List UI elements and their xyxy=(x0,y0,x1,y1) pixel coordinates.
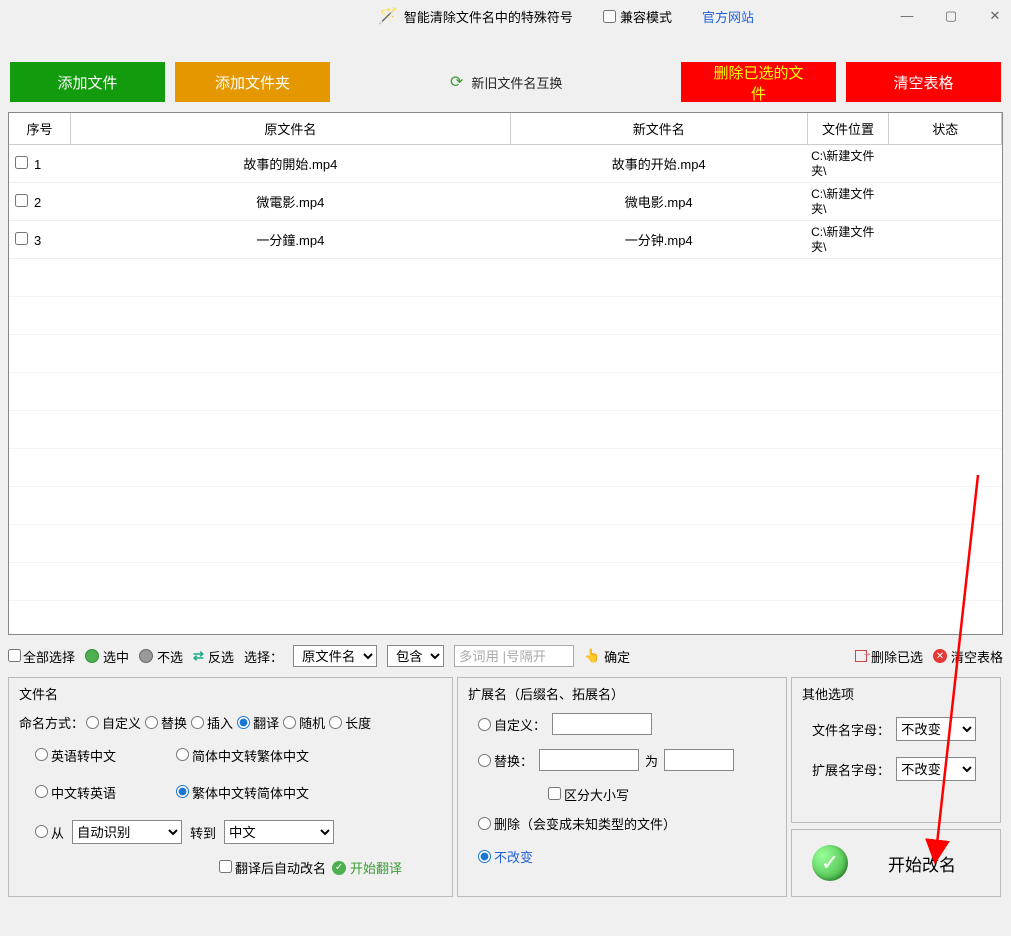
file-table: 序号 原文件名 新文件名 文件位置 状态 1 故事的開始.mp4 故事的开始.m… xyxy=(9,113,1002,601)
ext-delete[interactable]: 删除（会变成未知类型的文件） xyxy=(478,814,676,833)
cell-new: 故事的开始.mp4 xyxy=(510,145,807,183)
filter-confirm-button[interactable]: 👆确定 xyxy=(584,647,630,666)
maximize-icon[interactable]: ▢ xyxy=(943,8,959,24)
cell-loc: C:\新建文件夹\ xyxy=(807,221,889,259)
cell-orig: 故事的開始.mp4 xyxy=(70,145,510,183)
filename-letter-select[interactable]: 不改变 xyxy=(896,717,976,741)
tr-tc2sc[interactable]: 繁体中文转简体中文 xyxy=(176,783,309,802)
uncheck-button[interactable]: 不选 xyxy=(139,647,183,666)
swap-label: 新旧文件名互换 xyxy=(471,73,562,92)
filter-clear-button[interactable]: ✕清空表格 xyxy=(933,647,1003,666)
mode-insert[interactable]: 插入 xyxy=(191,713,233,732)
panels: 文件名 命名方式： 自定义 替换 插入 翻译 随机 长度 英语转中文 简体中文转… xyxy=(8,677,1003,897)
cell-status xyxy=(889,183,1002,221)
col-status[interactable]: 状态 xyxy=(889,113,1002,145)
start-rename-button[interactable]: ✓ 开始改名 xyxy=(791,829,1001,897)
ext-replace[interactable]: 替换： xyxy=(478,751,533,770)
swap-names-button[interactable]: ⟳ 新旧文件名互换 xyxy=(450,72,562,92)
extension-panel-title: 扩展名（后缀名、拓展名） xyxy=(468,684,776,703)
filter-delete-button[interactable]: 删除已选 xyxy=(855,647,923,666)
cell-new: 微电影.mp4 xyxy=(510,183,807,221)
official-link[interactable]: 官方网站 xyxy=(702,7,754,26)
tr-sc2tc[interactable]: 简体中文转繁体中文 xyxy=(176,746,309,765)
select-all-checkbox[interactable]: 全部选择 xyxy=(8,647,75,666)
col-loc[interactable]: 文件位置 xyxy=(807,113,889,145)
cell-orig: 一分鐘.mp4 xyxy=(70,221,510,259)
filter-input[interactable] xyxy=(454,645,574,667)
mode-label: 命名方式： xyxy=(19,713,84,732)
naming-mode-row: 命名方式： 自定义 替换 插入 翻译 随机 长度 xyxy=(19,713,442,732)
main-toolbar: 添加文件 添加文件夹 ⟳ 新旧文件名互换 删除已选的文件 清空表格 xyxy=(0,32,1011,112)
tr-from[interactable]: 从 xyxy=(35,823,64,842)
mode-translate[interactable]: 翻译 xyxy=(237,713,279,732)
to-label: 转到 xyxy=(190,823,216,842)
filter-bar: 全部选择 选中 不选 ⇄反选 选择： 原文件名 包含 👆确定 删除已选 ✕清空表… xyxy=(8,641,1003,671)
col-orig[interactable]: 原文件名 xyxy=(70,113,510,145)
to-lang-select[interactable]: 中文 xyxy=(224,820,334,844)
start-translate-button[interactable]: ✓开始翻译 xyxy=(332,858,402,877)
ext-custom-input[interactable] xyxy=(552,713,652,735)
close-icon[interactable]: ✕ xyxy=(987,8,1003,24)
check-selected-button[interactable]: 选中 xyxy=(85,647,129,666)
row-checkbox[interactable] xyxy=(15,232,28,245)
invert-button[interactable]: ⇄反选 xyxy=(193,647,234,666)
filename-letter-label: 文件名字母： xyxy=(812,720,890,739)
filter-op-select[interactable]: 包含 xyxy=(387,645,444,667)
start-rename-icon: ✓ xyxy=(812,845,848,881)
delete-selected-button[interactable]: 删除已选的文件 xyxy=(681,62,836,102)
add-file-button[interactable]: 添加文件 xyxy=(10,62,165,102)
mode-length[interactable]: 长度 xyxy=(329,713,371,732)
ext-letter-label: 扩展名字母： xyxy=(812,760,890,779)
cell-status xyxy=(889,221,1002,259)
cell-loc: C:\新建文件夹\ xyxy=(807,183,889,221)
row-checkbox[interactable] xyxy=(15,194,28,207)
wand-icon: 🪄 xyxy=(378,6,398,26)
ext-to-label: 为 xyxy=(645,751,658,770)
table-row[interactable]: 1 故事的開始.mp4 故事的开始.mp4 C:\新建文件夹\ xyxy=(9,145,1002,183)
filename-panel: 文件名 命名方式： 自定义 替换 插入 翻译 随机 长度 英语转中文 简体中文转… xyxy=(8,677,453,897)
ext-letter-select[interactable]: 不改变 xyxy=(896,757,976,781)
cell-status xyxy=(889,145,1002,183)
row-checkbox[interactable] xyxy=(15,156,28,169)
filename-panel-title: 文件名 xyxy=(19,684,442,703)
cell-new: 一分钟.mp4 xyxy=(510,221,807,259)
select-label: 选择： xyxy=(244,647,283,666)
ext-replace-to-input[interactable] xyxy=(664,749,734,771)
ext-custom[interactable]: 自定义： xyxy=(478,715,546,734)
minimize-icon[interactable]: — xyxy=(899,8,915,24)
tr-en2cn[interactable]: 英语转中文 xyxy=(35,746,116,765)
mode-custom[interactable]: 自定义 xyxy=(86,713,141,732)
col-seq[interactable]: 序号 xyxy=(9,113,70,145)
add-folder-button[interactable]: 添加文件夹 xyxy=(175,62,330,102)
other-panel-title: 其他选项 xyxy=(802,684,990,703)
app-title: 智能清除文件名中的特殊符号 xyxy=(404,7,573,26)
col-new[interactable]: 新文件名 xyxy=(510,113,807,145)
titlebar: 🪄 智能清除文件名中的特殊符号 兼容模式 官方网站 — ▢ ✕ xyxy=(0,0,1011,32)
mode-random[interactable]: 随机 xyxy=(283,713,325,732)
compat-checkbox[interactable] xyxy=(603,10,616,23)
mode-replace[interactable]: 替换 xyxy=(145,713,187,732)
file-table-wrap: 序号 原文件名 新文件名 文件位置 状态 1 故事的開始.mp4 故事的开始.m… xyxy=(8,112,1003,635)
filter-field-select[interactable]: 原文件名 xyxy=(293,645,377,667)
start-rename-label: 开始改名 xyxy=(888,851,956,876)
extension-panel: 扩展名（后缀名、拓展名） 自定义： 替换： 为 区分大小写 删除（会变成未知类型… xyxy=(457,677,787,897)
auto-rename-checkbox[interactable]: 翻译后自动改名 xyxy=(219,858,326,877)
cell-orig: 微電影.mp4 xyxy=(70,183,510,221)
table-row[interactable]: 3 一分鐘.mp4 一分钟.mp4 C:\新建文件夹\ xyxy=(9,221,1002,259)
table-row[interactable]: 2 微電影.mp4 微电影.mp4 C:\新建文件夹\ xyxy=(9,183,1002,221)
clear-table-button[interactable]: 清空表格 xyxy=(846,62,1001,102)
ext-case-checkbox[interactable]: 区分大小写 xyxy=(548,788,629,803)
compat-label: 兼容模式 xyxy=(620,7,672,26)
tr-cn2en[interactable]: 中文转英语 xyxy=(35,783,116,802)
ext-nochange[interactable]: 不改变 xyxy=(478,847,533,866)
ext-replace-from-input[interactable] xyxy=(539,749,639,771)
swap-icon: ⟳ xyxy=(450,72,463,92)
cell-loc: C:\新建文件夹\ xyxy=(807,145,889,183)
other-panel: 其他选项 文件名字母： 不改变 扩展名字母： 不改变 xyxy=(791,677,1001,823)
from-lang-select[interactable]: 自动识别 xyxy=(72,820,182,844)
